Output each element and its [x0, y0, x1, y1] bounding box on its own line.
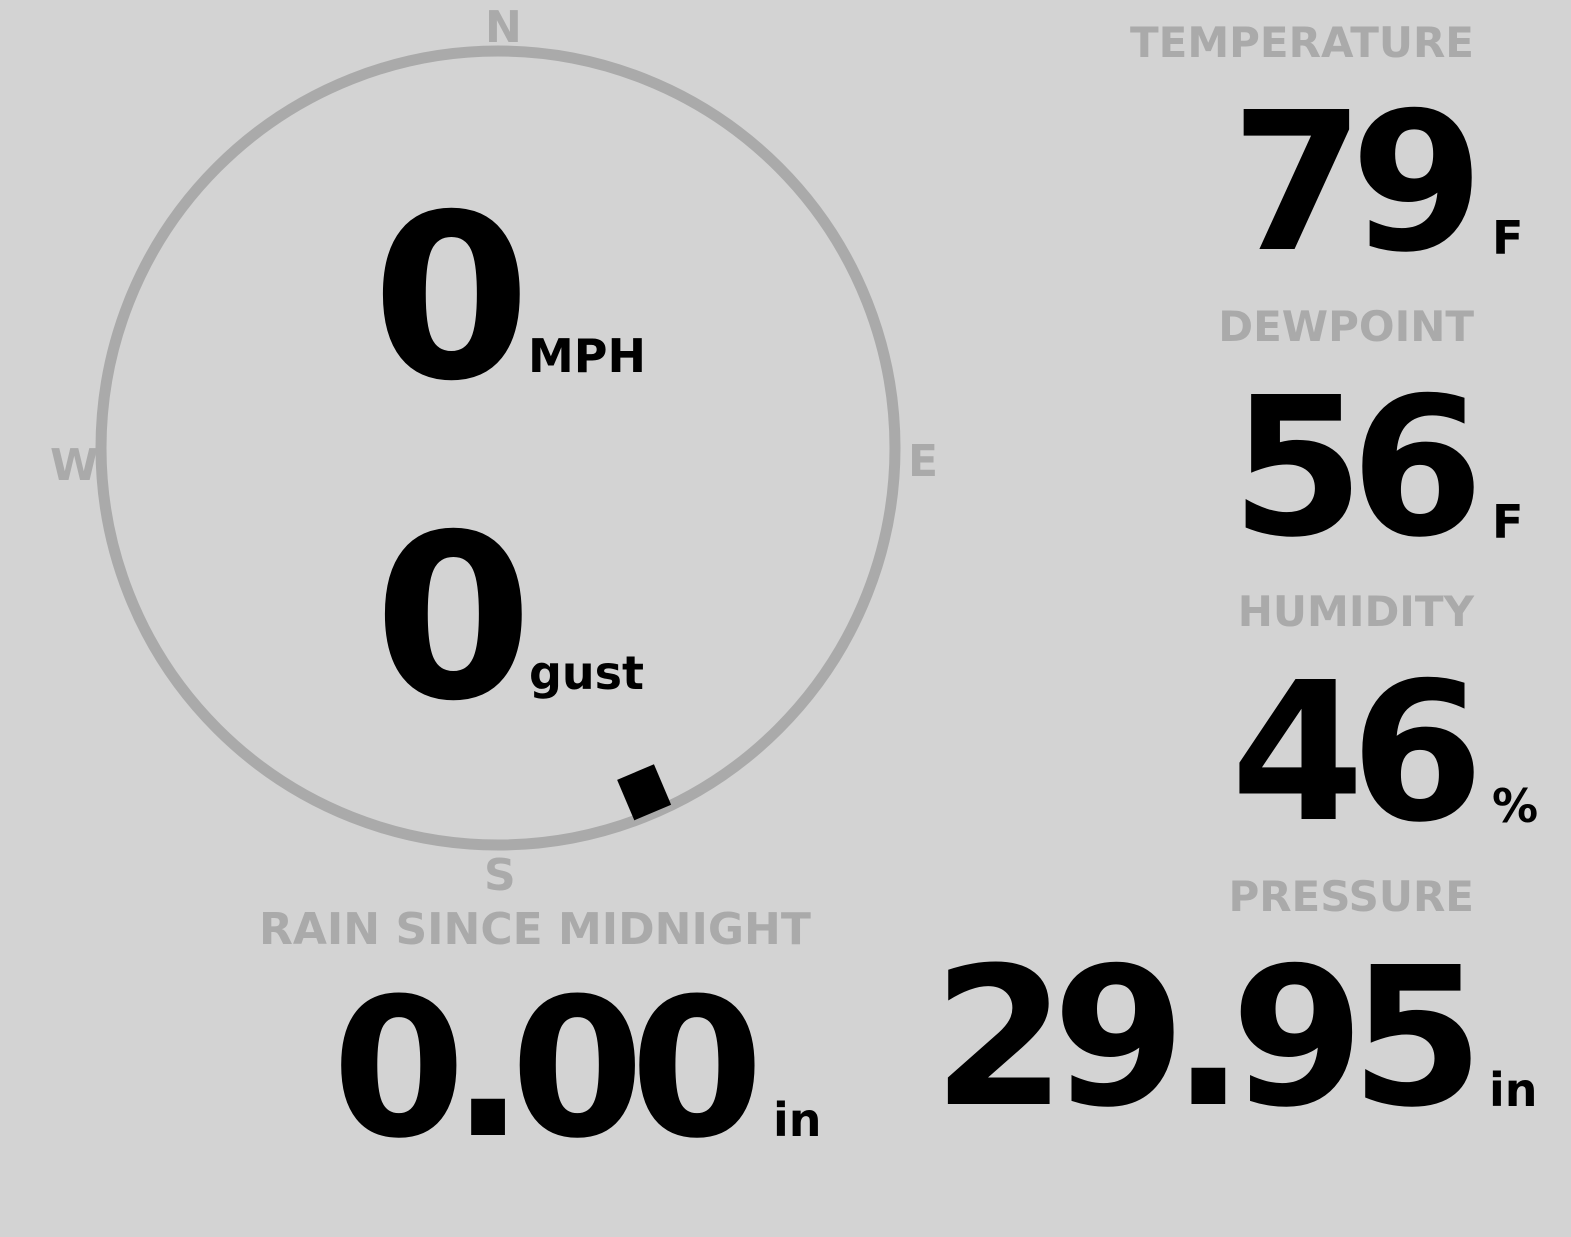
wind-direction-marker — [617, 764, 672, 821]
compass-north: N — [485, 2, 522, 53]
pressure-label: PRESSURE — [1228, 872, 1474, 921]
wind-gust-unit: gust — [529, 646, 645, 700]
compass-west: W — [50, 440, 99, 491]
rain-value: 0.00 — [332, 958, 764, 1181]
dewpoint-value: 56 — [1230, 357, 1484, 580]
dewpoint-label: DEWPOINT — [1218, 302, 1474, 351]
rain-unit: in — [773, 1093, 822, 1147]
wind-gust-value: 0 — [374, 485, 533, 751]
temperature-unit: F — [1492, 211, 1524, 265]
temperature-label: TEMPERATURE — [1130, 18, 1474, 67]
compass-ring — [95, 45, 901, 851]
humidity-label: HUMIDITY — [1237, 587, 1474, 636]
pressure-value: 29.95 — [932, 927, 1484, 1150]
wind-compass — [95, 45, 901, 851]
pressure-unit: in — [1489, 1063, 1538, 1117]
humidity-value: 46 — [1230, 642, 1484, 865]
humidity-unit: % — [1492, 779, 1539, 833]
compass-south: S — [484, 850, 516, 901]
wind-speed-value: 0 — [372, 165, 531, 431]
compass-east: E — [908, 436, 939, 487]
rain-label: RAIN SINCE MIDNIGHT — [259, 904, 811, 955]
dewpoint-unit: F — [1492, 495, 1524, 549]
wind-speed-unit: MPH — [528, 329, 646, 383]
temperature-value: 79 — [1230, 72, 1484, 295]
